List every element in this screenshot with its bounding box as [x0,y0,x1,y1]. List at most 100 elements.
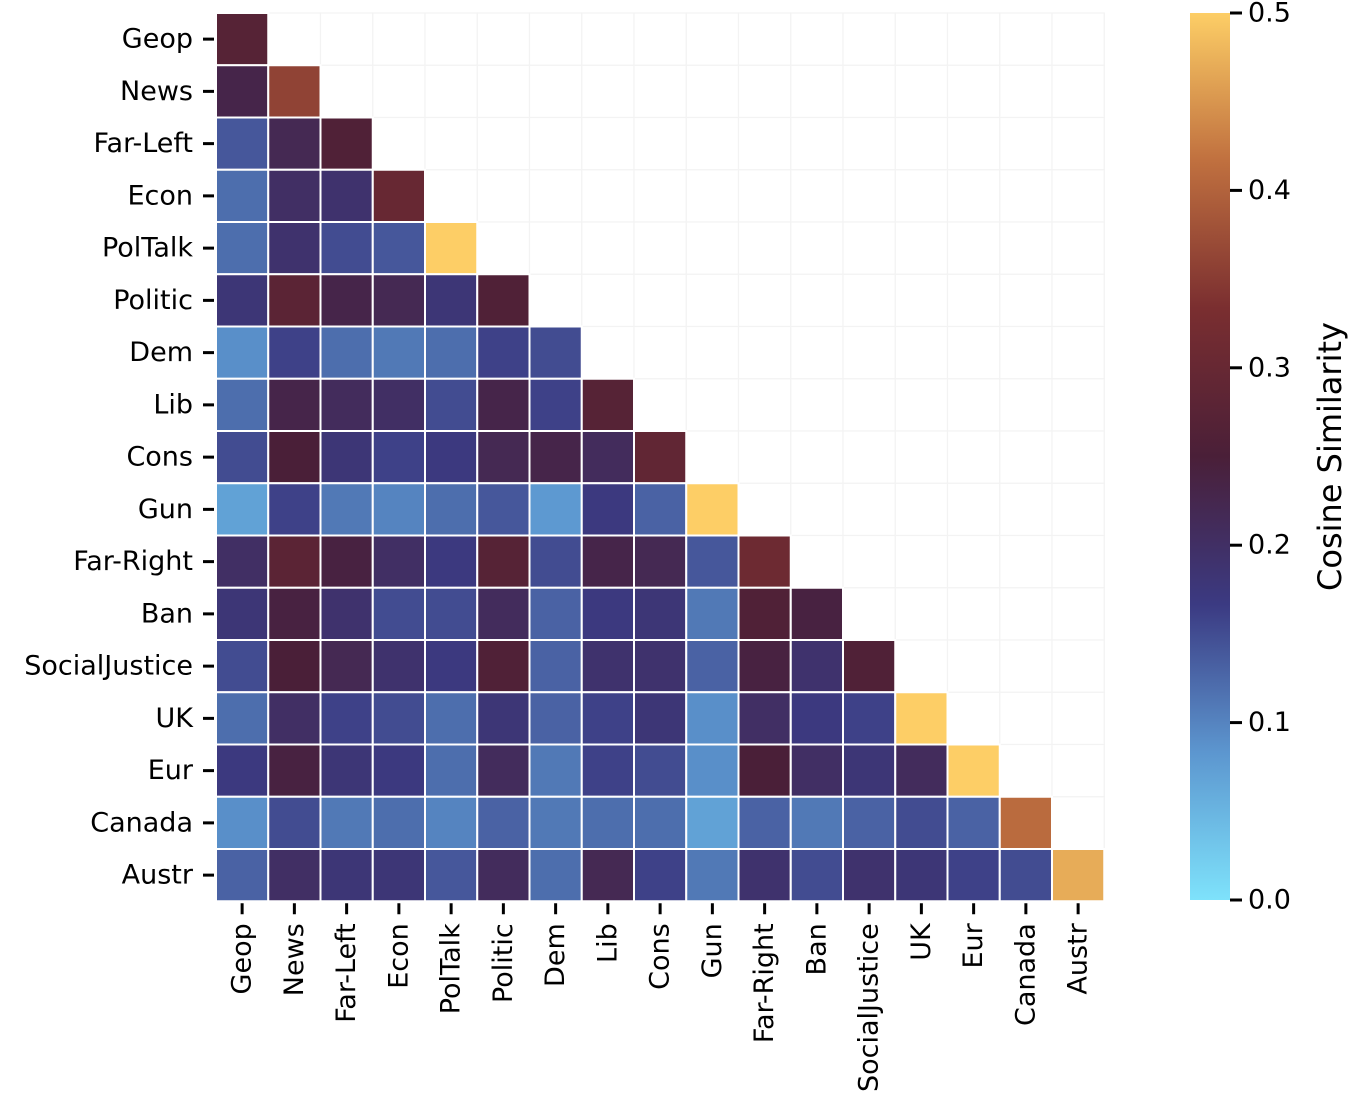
heatmap-cell-SocialJustice-Politic: SocialJustice / Politic: 0.26 [476,639,531,694]
y-tick-label: PolTalk [102,233,193,264]
heatmap-cell-Politic-News: Politic / News: 0.28 [267,273,322,328]
heatmap-cell-Canada-Dem: Canada / Dem: 0.11 [528,795,583,850]
heatmap-cell-Gun-PolTalk: Gun / PolTalk: 0.12 [424,482,479,537]
heatmap-cell-Lib-News: Lib / News: 0.23 [267,377,322,432]
masked-cell [633,116,687,171]
heatmap-cell-Gun-Far-Left: Gun / Far-Left: 0.11 [319,482,374,537]
heatmap-cell-SocialJustice-Far-Left: SocialJustice / Far-Left: 0.22 [319,639,374,694]
masked-cell [633,221,687,275]
y-tick-label: Austr [122,860,194,891]
heatmap-cell-SocialJustice-Econ: SocialJustice / Econ: 0.19 [371,639,426,694]
masked-cell [790,378,844,432]
heatmap-cell-Gun-Cons: Gun / Cons: 0.13 [633,482,688,537]
masked-cell [999,743,1053,798]
masked-cell [894,273,949,328]
masked-cell [372,64,426,119]
masked-cell [581,12,635,66]
heatmap-cell-Canada-Eur: Canada / Eur: 0.13 [946,795,1001,850]
masked-cell [894,221,949,275]
heatmap-cell-Dem-Politic: Dem / Politic: 0.16 [476,325,531,380]
heatmap-cell-Cons-News: Cons / News: 0.25 [267,430,322,485]
x-tick-label: Austr [1063,922,1094,994]
masked-cell [1051,378,1105,432]
masked-cell [842,534,896,589]
heatmap-cell-Gun-Politic: Gun / Politic: 0.14 [476,482,531,537]
masked-cell [737,116,792,171]
heatmap-cell-PolTalk-Far-Left: PolTalk / Far-Left: 0.15 [319,221,374,276]
heatmap-cell-Canada-Ban: Canada / Ban: 0.11 [789,795,844,850]
colorbar: 0.0 0.1 0.2 0.3 0.4 0.5 Cosine Similarity [1190,0,1349,916]
masked-cell [999,12,1053,66]
masked-cell [685,325,740,380]
masked-cell [528,64,583,119]
heatmap-cell-UK-UK: UK / UK: 0.5 [894,691,949,746]
heatmap-cell-Canada-PolTalk: Canada / PolTalk: 0.1 [424,795,479,850]
heatmap-cell-Eur-Far-Left: Eur / Far-Left: 0.18 [319,743,374,798]
masked-cell [842,587,896,641]
x-tick-label: Far-Right [749,923,780,1043]
masked-cell [737,12,792,66]
heatmap-cell-Far-Right-News: Far-Right / News: 0.28 [267,534,322,589]
heatmap-cell-SocialJustice-Cons: SocialJustice / Cons: 0.19 [633,639,688,694]
masked-cell [581,169,635,223]
heatmap-cell-Eur-Politic: Eur / Politic: 0.21 [476,743,531,798]
masked-cell [1051,12,1105,66]
heatmap-cell-Austr-News: Austr / News: 0.2 [267,848,322,903]
heatmap-cell-Dem-Econ: Dem / Econ: 0.11 [371,325,426,380]
masked-cell [424,12,478,66]
masked-cell [894,587,949,641]
masked-cell [685,378,740,432]
masked-cell [894,64,949,119]
masked-cell [581,221,635,275]
heatmap-cell-Dem-Geop: Dem / Geop: 0.09 [215,325,270,380]
heatmap-cell-Lib-PolTalk: Lib / PolTalk: 0.15 [424,377,479,432]
heatmap-cell-Canada-Politic: Canada / Politic: 0.13 [476,795,531,850]
masked-cell [267,12,322,66]
heatmap-cell-Canada-Far-Left: Canada / Far-Left: 0.11 [319,795,374,850]
masked-cell [842,378,896,432]
masked-cell [319,64,374,119]
colorbar-tick-label: 0.3 [1248,352,1291,383]
masked-cell [999,639,1053,693]
x-tick-label: News [279,923,310,996]
heatmap-cell-SocialJustice-PolTalk: SocialJustice / PolTalk: 0.17 [424,639,479,694]
masked-cell [946,273,1001,328]
masked-cell [842,430,896,484]
masked-cell [1051,796,1105,850]
heatmap-cell-Austr-Gun: Austr / Gun: 0.11 [685,848,740,903]
masked-cell [424,64,478,119]
heatmap-cell-Austr-Canada: Austr / Canada: 0.15 [998,848,1053,903]
masked-cell [737,378,792,432]
masked-cell [528,221,583,275]
heatmap-cell-Econ-Geop: Econ / Geop: 0.12 [215,168,270,223]
masked-cell [372,12,426,66]
heatmap-cell-Far-Right-Gun: Far-Right / Gun: 0.14 [685,534,740,589]
heatmap-cell-Canada-UK: Canada / UK: 0.15 [894,795,949,850]
heatmap-cell-Far-Right-Cons: Far-Right / Cons: 0.22 [633,534,688,589]
heatmap-cell-Eur-Far-Right: Eur / Far-Right: 0.25 [737,743,792,798]
masked-cell [946,378,1001,432]
colorbar-tick-label: 0.0 [1248,885,1291,916]
x-tick-label: Dem [540,923,571,987]
x-tick-label: Geop [227,923,258,994]
heatmap-cell-Eur-Dem: Eur / Dem: 0.11 [528,743,583,798]
masked-cell [633,378,687,432]
heatmap-cell-News-Geop: News / Geop: 0.23 [215,64,270,119]
colorbar-tick-label: 0.2 [1248,530,1291,561]
masked-cell [946,12,1001,66]
masked-cell [790,169,844,223]
y-tick-label: Gun [138,494,193,525]
heatmap-cell-Far-Right-Lib: Far-Right / Lib: 0.23 [580,534,635,589]
y-tick-label: Dem [129,337,193,368]
heatmap-cell-Canada-Canada: Canada / Canada: 0.41 [998,795,1053,850]
heatmap-cell-UK-Ban: UK / Ban: 0.17 [789,691,844,746]
y-tick-label: Far-Right [73,546,193,577]
masked-cell [894,430,949,484]
heatmap-cell-Econ-Econ: Econ / Econ: 0.3 [371,168,426,223]
heatmap-cell-Ban-Cons: Ban / Cons: 0.18 [633,586,688,641]
heatmap-cell-Ban-News: Ban / News: 0.24 [267,586,322,641]
masked-cell [946,169,1001,223]
y-axis-ticks: Geop News Far-Left Econ PolTalk Politic Dem Lib… [24,24,214,891]
heatmap-cell-UK-Lib: UK / Lib: 0.16 [580,691,635,746]
heatmap-cell-Ban-Politic: Ban / Politic: 0.21 [476,586,531,641]
